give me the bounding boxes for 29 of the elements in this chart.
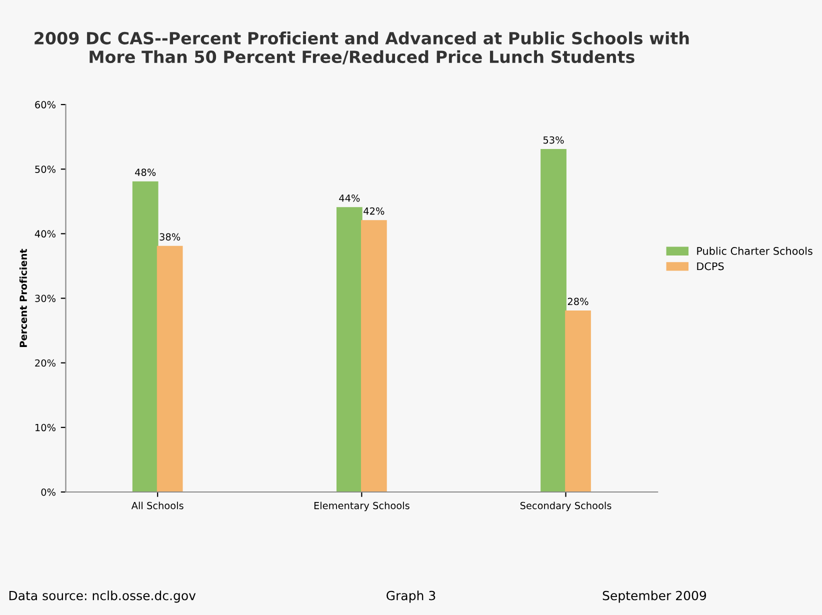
source-note: Data source: nclb.osse.dc.gov bbox=[9, 590, 196, 603]
chart-title: 2009 DC CAS--Percent Proficient and Advanced at Public Schools with More Than 50 Percent Free/Reduced Price Lunch Students bbox=[34, 32, 689, 64]
data-label: 48% bbox=[135, 168, 156, 176]
y-tick-label: 30% bbox=[35, 294, 56, 302]
caption: Graph 3 bbox=[386, 590, 436, 603]
x-tick-label: All Schools bbox=[131, 502, 184, 510]
y-tick-label: 40% bbox=[34, 230, 56, 238]
legend-label: Public Charter Schools bbox=[697, 246, 812, 255]
bar bbox=[336, 207, 362, 492]
bar bbox=[565, 310, 591, 492]
legend-label: DCPS bbox=[697, 262, 724, 270]
bar bbox=[360, 220, 387, 492]
data-label: 44% bbox=[339, 194, 360, 202]
y-tick-label: 50% bbox=[35, 166, 56, 173]
x-tick-label: Elementary Schools bbox=[314, 502, 410, 512]
data-label: 28% bbox=[568, 298, 588, 306]
bar bbox=[132, 181, 158, 492]
y-tick-label: 10% bbox=[35, 424, 56, 432]
y-tick-label: 0% bbox=[41, 488, 56, 496]
y-tick-label: 20% bbox=[35, 359, 56, 367]
data-label: 42% bbox=[364, 207, 384, 215]
data-label: 53% bbox=[543, 136, 564, 144]
bar bbox=[540, 149, 566, 492]
y-axis-title: Percent Proficient bbox=[19, 248, 27, 348]
bar bbox=[156, 246, 183, 492]
text: September 2009 bbox=[602, 590, 706, 603]
x-tick-label: Secondary Schools bbox=[520, 502, 612, 512]
data-label: 38% bbox=[160, 233, 180, 241]
y-tick-label: 60% bbox=[35, 101, 56, 108]
